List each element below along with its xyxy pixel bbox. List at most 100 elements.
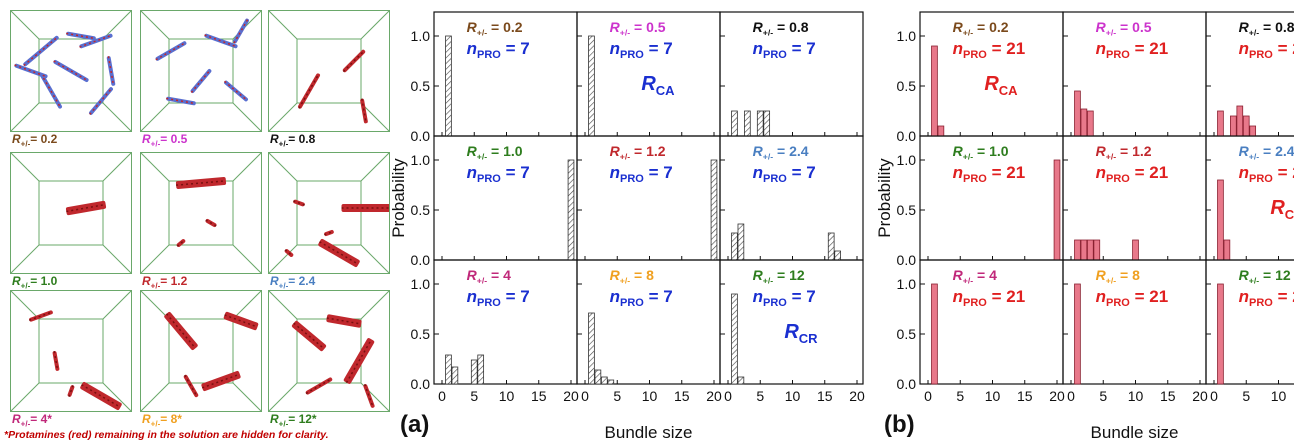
snapshot-label: R+/-= 8* (142, 412, 182, 428)
snapshot-label: R+/-= 0.2 (12, 132, 57, 148)
r-label: R+/- = 4 (467, 267, 511, 286)
bar (588, 35, 595, 137)
bar (594, 369, 602, 385)
bar (1080, 108, 1088, 137)
r-label-value: = 2.4 (1259, 143, 1294, 159)
x-tick-label: 5 (1242, 388, 1250, 404)
n-label-eq: = (1130, 287, 1149, 306)
bar (931, 45, 938, 137)
bar (1074, 239, 1081, 261)
snapshot-label-symbol: R (12, 412, 21, 426)
n-label: nPRO = 21 (953, 287, 1026, 309)
n-label-value: 21 (1006, 39, 1025, 58)
x-tick-label: 0 (1067, 388, 1075, 404)
dna-bundle (342, 49, 366, 73)
r-label-sub: +/- (477, 276, 487, 286)
n-label-eq: = (787, 287, 806, 306)
n-label-sub: PRO (1106, 173, 1130, 185)
n-label-eq: = (644, 287, 663, 306)
n-label-symbol: n (467, 39, 477, 58)
n-label-value: 21 (1292, 287, 1294, 306)
x-tick-label: 15 (531, 388, 547, 404)
dna-bundle (318, 239, 360, 267)
r-label: R+/- = 1.0 (953, 143, 1009, 162)
simulation-cube (269, 153, 389, 273)
bar (1217, 283, 1224, 385)
n-label-value: 7 (663, 287, 672, 306)
regime-label-sub: CA (999, 83, 1018, 98)
snapshot-grid: R+/-= 0.2 R+/-= 0.5 R+/-= 0.8 R+/-= 1.0 R+/-… (0, 0, 400, 443)
bar (607, 379, 615, 385)
n-label-sub: PRO (963, 297, 987, 309)
simulation-cube (269, 291, 389, 411)
r-label: R+/- = 12 (753, 267, 805, 286)
n-label-eq: = (1273, 39, 1292, 58)
n-label-value: 7 (663, 39, 672, 58)
n-label: nPRO = 7 (753, 287, 816, 309)
bar (731, 110, 738, 137)
dna-bundle (190, 69, 212, 93)
y-tick-label: 0.0 (411, 252, 431, 268)
snapshot-label-symbol: R (12, 274, 21, 288)
regime-label-symbol: R (784, 321, 799, 343)
r-label-symbol: R (467, 267, 478, 283)
snapshot-box (268, 10, 390, 132)
n-label: nPRO = 7 (753, 39, 816, 61)
regime-label-sub: CR (799, 331, 818, 346)
r-label-value: = 12 (773, 267, 805, 283)
dna-bundle (40, 73, 62, 109)
regime-label-symbol: R (1270, 197, 1285, 219)
r-label-symbol: R (753, 143, 764, 159)
r-label-symbol: R (1096, 267, 1107, 283)
n-label: nPRO = 7 (610, 287, 673, 309)
r-label-sub: +/- (1249, 28, 1259, 38)
dna-bundle (28, 310, 54, 322)
r-label-value: = 1.0 (973, 143, 1009, 159)
r-label-symbol: R (953, 143, 964, 159)
regime-label-sub: CA (656, 83, 675, 98)
x-tick-label: 20 (849, 388, 865, 404)
x-tick-label: 10 (785, 388, 801, 404)
n-label-eq: = (787, 163, 806, 182)
n-label-eq: = (1273, 163, 1292, 182)
dna-bundle (291, 320, 327, 352)
dna-bundle (175, 177, 227, 189)
snapshot-box (10, 152, 132, 274)
y-axis-label: Probability (875, 158, 894, 238)
n-label-eq: = (1273, 287, 1292, 306)
r-label-sub: +/- (1249, 276, 1259, 286)
dna-bundle (204, 33, 238, 49)
bar (1242, 115, 1250, 137)
y-tick-label: 0.5 (411, 202, 431, 218)
snapshot-label-symbol: R (270, 274, 279, 288)
n-label: nPRO = 21 (953, 39, 1026, 61)
snapshot-label: R+/-= 0.8 (270, 132, 315, 148)
n-label-symbol: n (953, 287, 963, 306)
x-tick-label: 0 (924, 388, 932, 404)
bar (1080, 239, 1088, 261)
r-label: R+/- = 0.8 (753, 19, 809, 38)
n-label-symbol: n (1239, 287, 1249, 306)
n-label-sub: PRO (1106, 49, 1130, 61)
regime-label: RCR (784, 321, 818, 346)
snapshot-label: R+/-= 4* (12, 412, 52, 428)
r-label: R+/- = 0.2 (953, 19, 1009, 38)
n-label-symbol: n (610, 287, 620, 306)
n-label-value: 21 (1149, 163, 1168, 182)
simulation-cube (141, 153, 261, 273)
snapshot-label: R+/-= 12* (270, 412, 317, 428)
snapshot-label: R+/-= 0.5 (142, 132, 187, 148)
n-label-eq: = (1130, 163, 1149, 182)
r-label-sub: +/- (1106, 152, 1116, 162)
r-label-sub: +/- (763, 276, 773, 286)
x-tick-label: 5 (613, 388, 621, 404)
regime-label-symbol: R (641, 73, 656, 95)
n-label-sub: PRO (620, 49, 644, 61)
n-label-symbol: n (1096, 39, 1106, 58)
dna-bundle (164, 312, 198, 350)
bar (601, 376, 608, 385)
n-label-value: 7 (520, 287, 529, 306)
snapshot-label: R+/-= 1.0 (12, 274, 57, 290)
